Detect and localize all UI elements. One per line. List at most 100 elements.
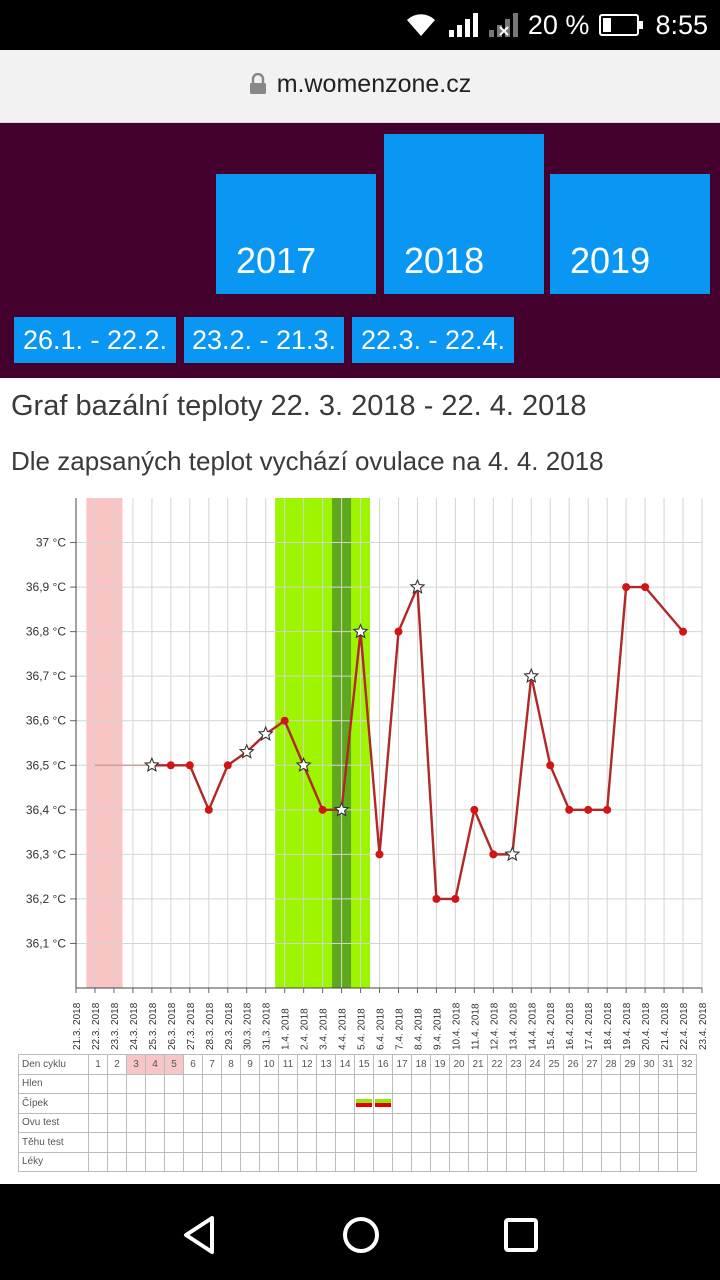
- year-tab-2017[interactable]: 2017: [216, 174, 376, 294]
- table-cell[interactable]: [240, 1151, 260, 1172]
- table-cell[interactable]: [677, 1132, 697, 1153]
- table-cell[interactable]: [658, 1073, 678, 1094]
- table-cell[interactable]: [88, 1093, 108, 1114]
- table-cell[interactable]: [373, 1073, 393, 1094]
- table-cell[interactable]: [259, 1093, 279, 1114]
- year-tab-2019[interactable]: 2019: [550, 174, 710, 294]
- table-cell[interactable]: [544, 1073, 564, 1094]
- table-cell[interactable]: [658, 1093, 678, 1114]
- table-cell[interactable]: [354, 1093, 374, 1114]
- table-cell[interactable]: [563, 1093, 583, 1114]
- table-cell[interactable]: [145, 1151, 165, 1172]
- back-icon[interactable]: [176, 1210, 226, 1260]
- table-cell[interactable]: [601, 1093, 621, 1114]
- table-cell[interactable]: [563, 1132, 583, 1153]
- table-cell[interactable]: [354, 1132, 374, 1153]
- table-cell[interactable]: [202, 1093, 222, 1114]
- table-cell[interactable]: [411, 1112, 431, 1133]
- table-cell[interactable]: [620, 1132, 640, 1153]
- table-cell[interactable]: [221, 1132, 241, 1153]
- table-cell[interactable]: [107, 1112, 127, 1133]
- table-cell[interactable]: [183, 1073, 203, 1094]
- table-cell[interactable]: [107, 1151, 127, 1172]
- table-cell[interactable]: [468, 1073, 488, 1094]
- table-cell[interactable]: [316, 1112, 336, 1133]
- table-cell[interactable]: [297, 1112, 317, 1133]
- table-cell[interactable]: [525, 1073, 545, 1094]
- table-cell[interactable]: [107, 1073, 127, 1094]
- table-cell[interactable]: [639, 1151, 659, 1172]
- table-cell[interactable]: [297, 1093, 317, 1114]
- table-cell[interactable]: [183, 1093, 203, 1114]
- table-cell[interactable]: [145, 1073, 165, 1094]
- table-cell[interactable]: [563, 1151, 583, 1172]
- table-cell[interactable]: [164, 1112, 184, 1133]
- table-cell[interactable]: [145, 1093, 165, 1114]
- table-cell[interactable]: [297, 1132, 317, 1153]
- table-cell[interactable]: [107, 1093, 127, 1114]
- table-cell[interactable]: [126, 1073, 146, 1094]
- table-cell[interactable]: [297, 1073, 317, 1094]
- table-cell[interactable]: [544, 1151, 564, 1172]
- table-cell[interactable]: [468, 1151, 488, 1172]
- table-cell[interactable]: [88, 1132, 108, 1153]
- table-cell[interactable]: [335, 1093, 355, 1114]
- recents-icon[interactable]: [496, 1210, 546, 1260]
- table-cell[interactable]: [164, 1093, 184, 1114]
- table-cell[interactable]: [506, 1151, 526, 1172]
- table-cell[interactable]: [221, 1093, 241, 1114]
- table-cell[interactable]: [620, 1151, 640, 1172]
- table-cell[interactable]: [373, 1132, 393, 1153]
- table-cell[interactable]: [430, 1112, 450, 1133]
- table-cell[interactable]: [297, 1151, 317, 1172]
- table-cell[interactable]: [107, 1132, 127, 1153]
- table-cell[interactable]: [259, 1112, 279, 1133]
- table-cell[interactable]: [316, 1151, 336, 1172]
- table-cell[interactable]: [506, 1112, 526, 1133]
- table-cell[interactable]: [240, 1093, 260, 1114]
- table-cell[interactable]: [164, 1151, 184, 1172]
- table-cell[interactable]: [658, 1132, 678, 1153]
- table-cell[interactable]: [373, 1093, 393, 1114]
- table-cell[interactable]: [620, 1112, 640, 1133]
- table-cell[interactable]: [240, 1112, 260, 1133]
- table-cell[interactable]: [639, 1132, 659, 1153]
- table-cell[interactable]: [145, 1112, 165, 1133]
- table-cell[interactable]: [278, 1151, 298, 1172]
- url-text[interactable]: m.womenzone.cz: [276, 70, 472, 98]
- table-cell[interactable]: [354, 1151, 374, 1172]
- address-bar[interactable]: m.womenzone.cz: [0, 50, 720, 123]
- table-cell[interactable]: [639, 1093, 659, 1114]
- table-cell[interactable]: [316, 1132, 336, 1153]
- table-cell[interactable]: [411, 1132, 431, 1153]
- table-cell[interactable]: [449, 1112, 469, 1133]
- table-cell[interactable]: [525, 1112, 545, 1133]
- table-cell[interactable]: [259, 1073, 279, 1094]
- table-cell[interactable]: [392, 1132, 412, 1153]
- table-cell[interactable]: [164, 1073, 184, 1094]
- table-cell[interactable]: [544, 1112, 564, 1133]
- range-tab-2[interactable]: 23.2. - 21.3.: [184, 317, 344, 363]
- year-tab-2018[interactable]: 2018: [384, 134, 544, 294]
- table-cell[interactable]: [126, 1151, 146, 1172]
- table-cell[interactable]: [278, 1112, 298, 1133]
- table-cell[interactable]: [525, 1093, 545, 1114]
- table-cell[interactable]: [335, 1073, 355, 1094]
- table-cell[interactable]: [88, 1112, 108, 1133]
- table-cell[interactable]: [601, 1151, 621, 1172]
- table-cell[interactable]: [202, 1151, 222, 1172]
- table-cell[interactable]: [506, 1132, 526, 1153]
- table-cell[interactable]: [487, 1132, 507, 1153]
- table-cell[interactable]: [506, 1073, 526, 1094]
- table-cell[interactable]: [582, 1093, 602, 1114]
- table-cell[interactable]: [316, 1073, 336, 1094]
- table-cell[interactable]: [468, 1112, 488, 1133]
- table-cell[interactable]: [430, 1093, 450, 1114]
- table-cell[interactable]: [430, 1151, 450, 1172]
- table-cell[interactable]: [468, 1132, 488, 1153]
- table-cell[interactable]: [582, 1151, 602, 1172]
- table-cell[interactable]: [88, 1073, 108, 1094]
- table-cell[interactable]: [544, 1093, 564, 1114]
- table-cell[interactable]: [620, 1073, 640, 1094]
- table-cell[interactable]: [240, 1132, 260, 1153]
